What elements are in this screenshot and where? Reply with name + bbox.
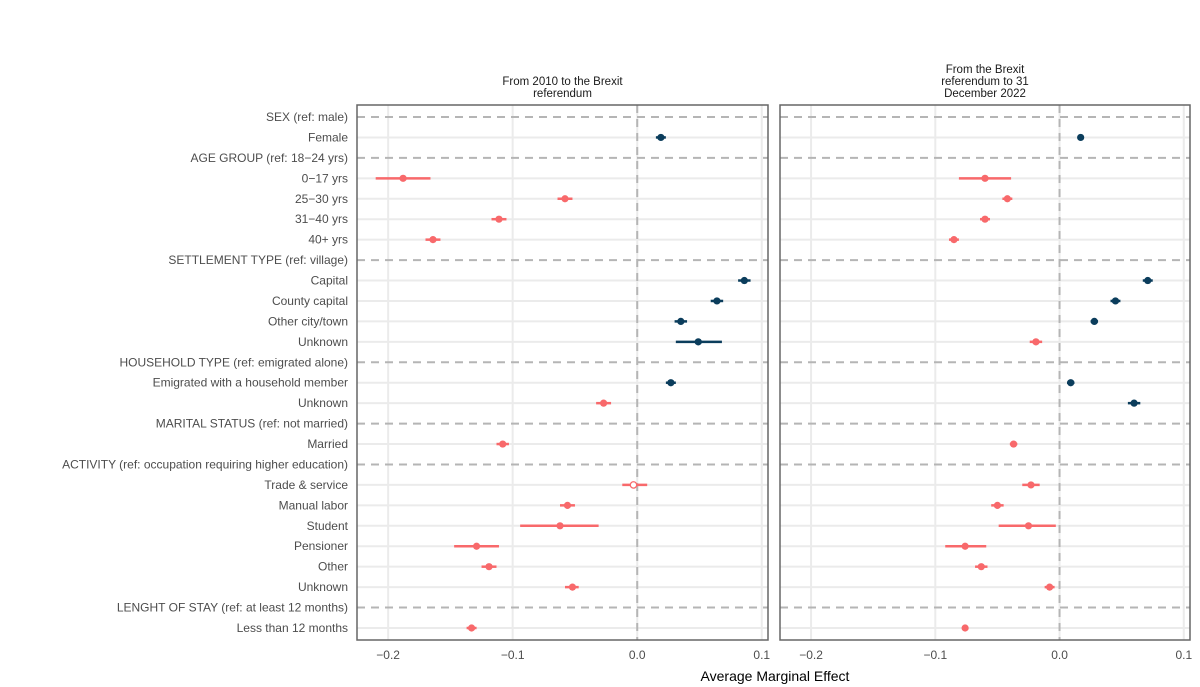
point-estimate-nonsignificant <box>629 481 638 489</box>
group-header-label: AGE GROUP (ref: 18−24 yrs) <box>191 151 349 165</box>
point-estimate <box>713 297 721 305</box>
group-header-label: LENGHT OF STAY (ref: at least 12 months) <box>117 601 348 615</box>
point-estimate <box>694 338 702 346</box>
point-estimate <box>568 583 577 591</box>
point-estimate <box>1024 522 1033 530</box>
point-estimate <box>1009 440 1018 448</box>
point-estimate <box>981 215 989 223</box>
x-tick-label: −0.2 <box>799 648 823 662</box>
row-label: Unknown <box>298 580 348 594</box>
row-label: 40+ yrs <box>308 233 348 247</box>
row-label: Other city/town <box>268 314 348 328</box>
group-header-label: SETTLEMENT TYPE (ref: village) <box>168 253 348 267</box>
row-label: Unknown <box>298 335 348 349</box>
x-axis-title: Average Marginal Effect <box>701 668 850 684</box>
point-estimate <box>981 174 989 182</box>
panel-title-line: referendum to 31 <box>941 76 1029 88</box>
y-axis-labels: SEX (ref: male) Female AGE GROUP (ref: 18−… <box>62 110 349 635</box>
row-label: County capital <box>272 294 348 308</box>
point-estimate <box>1046 583 1054 591</box>
point-estimate <box>1032 338 1040 346</box>
row-label: Other <box>318 560 348 574</box>
group-header-label: MARITAL STATUS (ref: not married) <box>156 417 348 431</box>
point-estimate <box>993 501 1002 509</box>
panel-title-line: referendum <box>533 88 592 100</box>
point-estimate <box>950 236 958 244</box>
point-estimate <box>472 542 481 550</box>
point-estimate <box>1077 133 1085 142</box>
point-estimate <box>677 317 685 325</box>
panel-background <box>357 105 768 640</box>
row-label: Female <box>308 130 348 144</box>
point-estimate <box>977 563 985 571</box>
x-tick-label: 0.1 <box>1175 648 1192 662</box>
x-tick-label: −0.1 <box>501 648 525 662</box>
point-estimate <box>1067 379 1075 387</box>
row-label: Student <box>307 519 349 533</box>
point-estimate <box>399 174 407 182</box>
row-label: Capital <box>311 274 348 288</box>
panel-title-line: From 2010 to the Brexit <box>502 76 623 88</box>
panel-title-line: December 2022 <box>944 88 1026 100</box>
row-label: Manual labor <box>279 498 348 512</box>
x-tick-label: 0.0 <box>1051 648 1068 662</box>
point-estimate <box>667 379 675 387</box>
point-estimate <box>563 501 572 509</box>
row-label: Emigrated with a household member <box>153 376 348 390</box>
row-label: Married <box>307 437 348 451</box>
point-estimate <box>657 133 665 142</box>
group-header-label: ACTIVITY (ref: occupation requiring high… <box>62 457 348 471</box>
panel-background <box>780 105 1190 640</box>
point-estimate <box>561 195 569 203</box>
point-estimate <box>499 440 507 448</box>
point-estimate <box>485 563 493 571</box>
row-label: Pensioner <box>294 539 348 553</box>
point-estimate <box>1144 276 1152 285</box>
point-estimate <box>740 276 748 285</box>
row-label: Less than 12 months <box>237 621 348 635</box>
point-estimate <box>600 399 608 407</box>
point-estimate <box>556 522 564 530</box>
point-estimate <box>495 215 503 223</box>
point-estimate <box>1130 399 1138 407</box>
point-estimate <box>467 624 476 632</box>
x-tick-label: 0.0 <box>629 648 646 662</box>
group-header-label: HOUSEHOLD TYPE (ref: emigrated alone) <box>119 355 348 369</box>
group-header-label: SEX (ref: male) <box>266 110 348 124</box>
point-estimate <box>1111 297 1120 305</box>
point-estimate <box>1003 195 1011 203</box>
panel-border <box>356 104 769 641</box>
point-estimate <box>429 236 437 244</box>
row-label: Unknown <box>298 396 348 410</box>
row-label: 0−17 yrs <box>302 171 348 185</box>
row-label: Trade & service <box>264 478 348 492</box>
x-tick-label: −0.1 <box>923 648 947 662</box>
point-estimate <box>1027 481 1035 489</box>
panel-border <box>779 104 1191 641</box>
point-estimate <box>1090 317 1098 325</box>
row-label: 25−30 yrs <box>295 192 348 206</box>
point-estimate <box>961 624 969 632</box>
row-label: 31−40 yrs <box>295 212 348 226</box>
panel-title-line: From the Brexit <box>946 64 1025 76</box>
x-tick-label: −0.2 <box>376 648 400 662</box>
point-estimate <box>961 542 969 550</box>
x-tick-label: 0.1 <box>753 648 770 662</box>
